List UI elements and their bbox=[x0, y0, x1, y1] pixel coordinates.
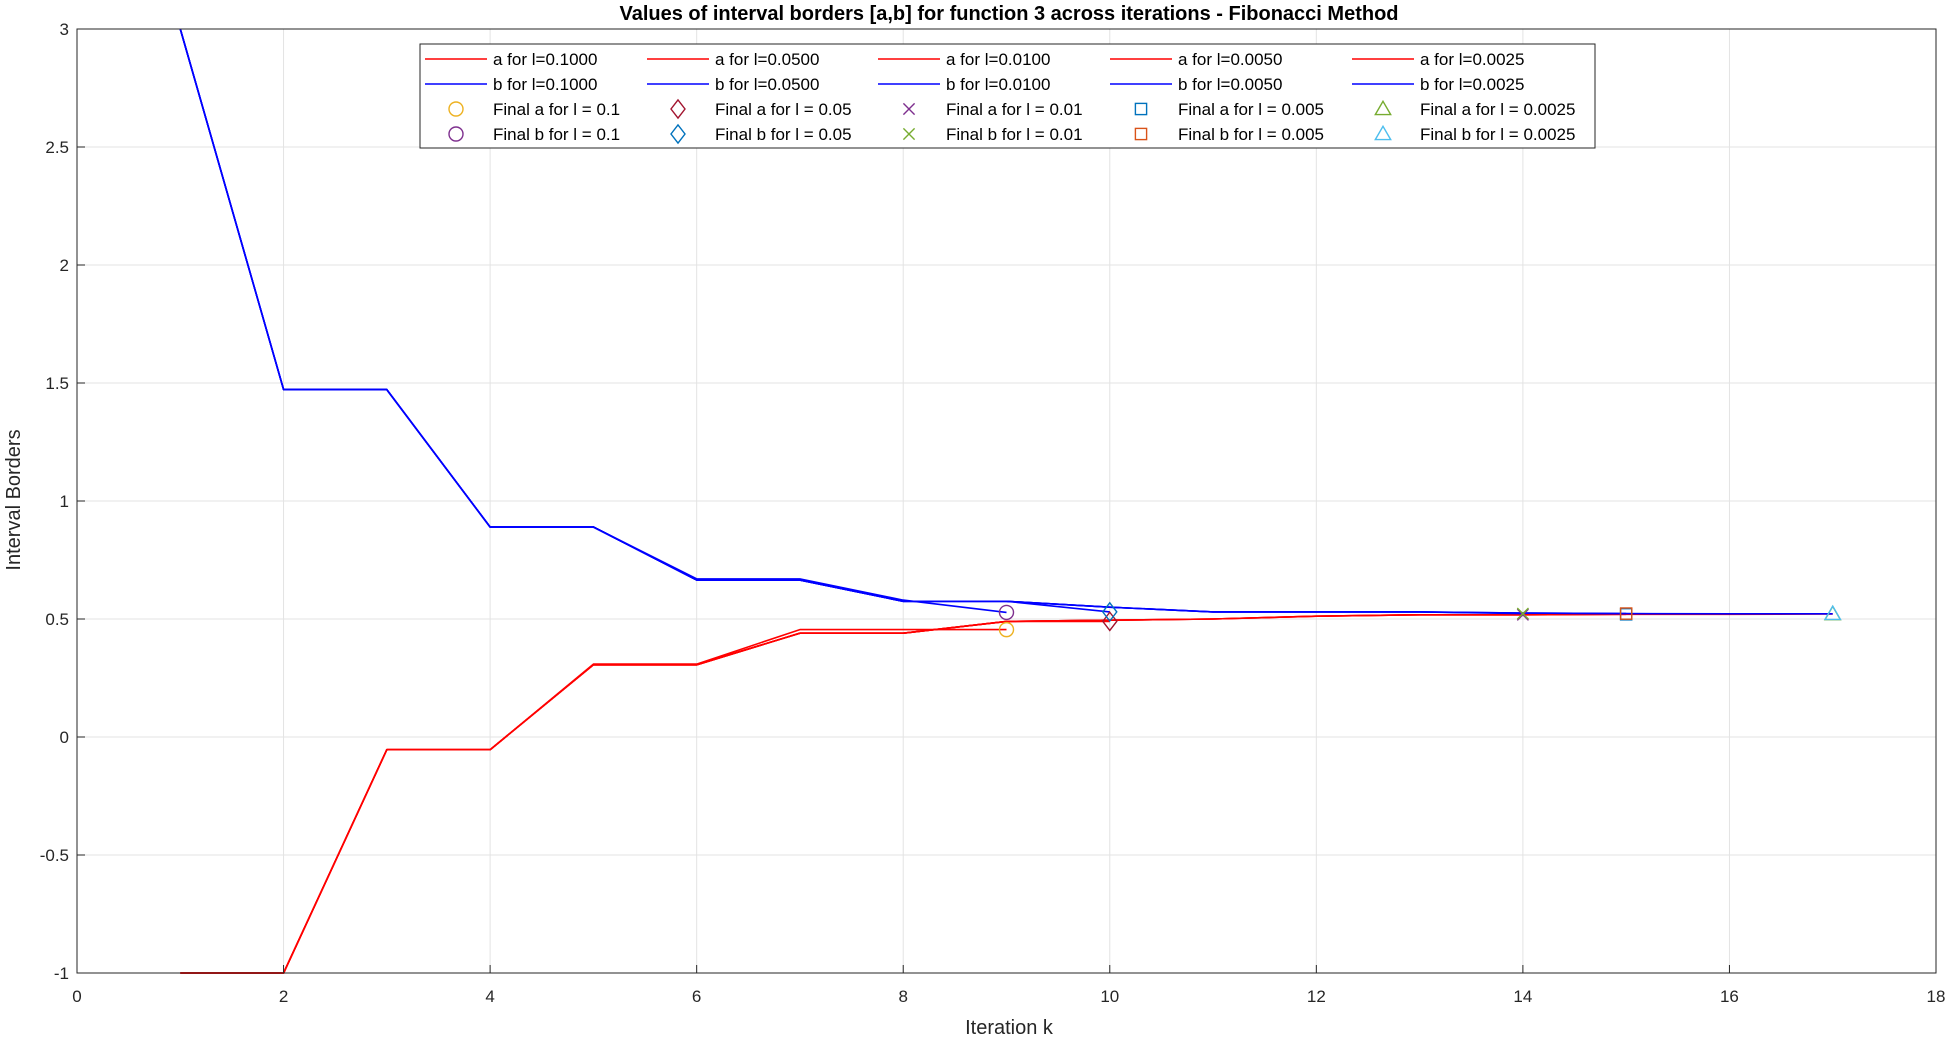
legend-label: Final b for l = 0.01 bbox=[946, 125, 1083, 144]
legend-label: a for l=0.0050 bbox=[1178, 50, 1282, 69]
legend-label: Final a for l = 0.05 bbox=[715, 100, 852, 119]
y-tick-label: 3 bbox=[60, 20, 69, 39]
x-tick-label: 0 bbox=[72, 987, 81, 1006]
y-tick-label: 0 bbox=[60, 728, 69, 747]
x-axis-label: Iteration k bbox=[965, 1017, 1054, 1037]
legend-label: b for l=0.1000 bbox=[493, 75, 597, 94]
legend-box bbox=[419, 43, 1596, 149]
legend-marker-swatch bbox=[1374, 99, 1392, 116]
x-tick-label: 16 bbox=[1720, 987, 1739, 1006]
legend-marker-swatch bbox=[670, 123, 686, 145]
legend-label: a for l=0.0500 bbox=[715, 50, 819, 69]
final-marker bbox=[1516, 607, 1529, 620]
legend-label: Final a for l = 0.005 bbox=[1178, 100, 1324, 119]
x-tick-label: 18 bbox=[1927, 987, 1946, 1006]
legend-marker-swatch bbox=[1134, 127, 1148, 141]
x-tick-label: 4 bbox=[485, 987, 494, 1006]
y-tick-label: 2.5 bbox=[45, 138, 69, 157]
final-marker bbox=[1516, 608, 1529, 621]
legend-label: a for l=0.0100 bbox=[946, 50, 1050, 69]
legend-label: Final b for l = 0.05 bbox=[715, 125, 852, 144]
legend-marker-swatch bbox=[1374, 124, 1392, 141]
legend-label: a for l=0.1000 bbox=[493, 50, 597, 69]
legend: a for l=0.1000 a for l=0.0500 a for l=0.01… bbox=[419, 43, 1596, 149]
legend-label: Final a for l = 0.0025 bbox=[1420, 100, 1575, 119]
legend-label: Final a for l = 0.1 bbox=[493, 100, 620, 119]
final-marker bbox=[998, 604, 1015, 621]
legend-marker-swatch bbox=[448, 101, 464, 117]
x-tick-label: 12 bbox=[1307, 987, 1326, 1006]
x-tick-label: 10 bbox=[1100, 987, 1119, 1006]
series-line bbox=[180, 613, 1833, 974]
x-tick-label: 6 bbox=[692, 987, 701, 1006]
y-tick-label: 0.5 bbox=[45, 610, 69, 629]
legend-label: Final a for l = 0.01 bbox=[946, 100, 1083, 119]
y-tick-label: 2 bbox=[60, 256, 69, 275]
legend-label: Final b for l = 0.1 bbox=[493, 125, 620, 144]
y-tick-label: 1.5 bbox=[45, 374, 69, 393]
final-marker bbox=[1101, 611, 1118, 632]
legend-label: a for l=0.0025 bbox=[1420, 50, 1524, 69]
legend-label: b for l=0.0050 bbox=[1178, 75, 1282, 94]
x-tick-label: 14 bbox=[1513, 987, 1532, 1006]
final-marker bbox=[1823, 604, 1842, 621]
legend-label: b for l=0.0100 bbox=[946, 75, 1050, 94]
x-tick-label: 2 bbox=[279, 987, 288, 1006]
y-tick-label: 1 bbox=[60, 492, 69, 511]
y-tick-label: -1 bbox=[54, 964, 69, 983]
final-marker bbox=[1619, 607, 1633, 620]
axis-layer: 0 2 4 6 8 10 12 14 16 18 -1 -0.5 0 0.5 1 1.5 2 2.5 3 bbox=[40, 20, 1946, 1006]
x-tick-label: 8 bbox=[898, 987, 907, 1006]
y-tick-label: -0.5 bbox=[40, 846, 69, 865]
legend-marker-swatch bbox=[670, 98, 686, 120]
marker-layer bbox=[998, 601, 1842, 638]
legend-label: b for l=0.0500 bbox=[715, 75, 819, 94]
final-marker bbox=[998, 621, 1015, 638]
legend-marker-swatch bbox=[902, 102, 916, 116]
legend-marker-swatch bbox=[448, 126, 464, 142]
legend-label: Final b for l = 0.0025 bbox=[1420, 125, 1575, 144]
series-layer bbox=[179, 28, 1833, 974]
legend-marker-swatch bbox=[1134, 102, 1148, 116]
chart-title: Values of interval borders [a,b] for fun… bbox=[619, 3, 1398, 25]
legend-label: b for l=0.0025 bbox=[1420, 75, 1524, 94]
final-marker bbox=[1101, 601, 1118, 623]
legend-label: Final b for l = 0.005 bbox=[1178, 125, 1324, 144]
series-line bbox=[179, 28, 1833, 615]
legend-marker-swatch bbox=[902, 127, 916, 141]
y-axis-label: Interval Borders bbox=[3, 429, 25, 570]
